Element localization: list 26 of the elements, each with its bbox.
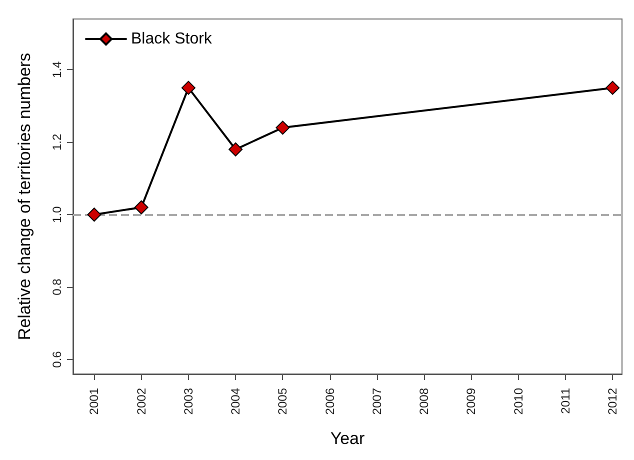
y-tick-label: 0.6 (50, 350, 64, 368)
x-tick-label: 2006 (322, 388, 337, 415)
point (228, 142, 243, 156)
y-tick-label: 1.4 (50, 61, 64, 78)
point (134, 200, 148, 214)
x-tick-label: 2002 (134, 388, 148, 415)
y-tick-label: 0.8 (50, 278, 64, 296)
x-tick-label: 2004 (228, 388, 243, 415)
x-tick-label: 2008 (417, 388, 432, 415)
point (87, 208, 102, 222)
x-tick-label: 2001 (87, 388, 102, 415)
x-tick-label: 2009 (464, 388, 478, 415)
legend-label: Black Stork (131, 30, 213, 48)
x-axis-title: Year (330, 429, 366, 448)
y-tick-label: 1.0 (50, 206, 64, 223)
y-axis-title: Relative change of territories numbers (15, 52, 34, 340)
x-tick-label: 2011 (558, 388, 572, 414)
x-tick-label: 2012 (606, 388, 620, 415)
x-tick-label: 2007 (370, 388, 384, 415)
x-tick-label: 2005 (276, 388, 290, 415)
x-tick-label: 2010 (511, 388, 526, 415)
point (276, 120, 290, 135)
point (606, 80, 620, 95)
y-tick-label: 1.2 (50, 134, 64, 151)
x-tick-label: 2003 (181, 388, 196, 415)
point (181, 80, 196, 95)
